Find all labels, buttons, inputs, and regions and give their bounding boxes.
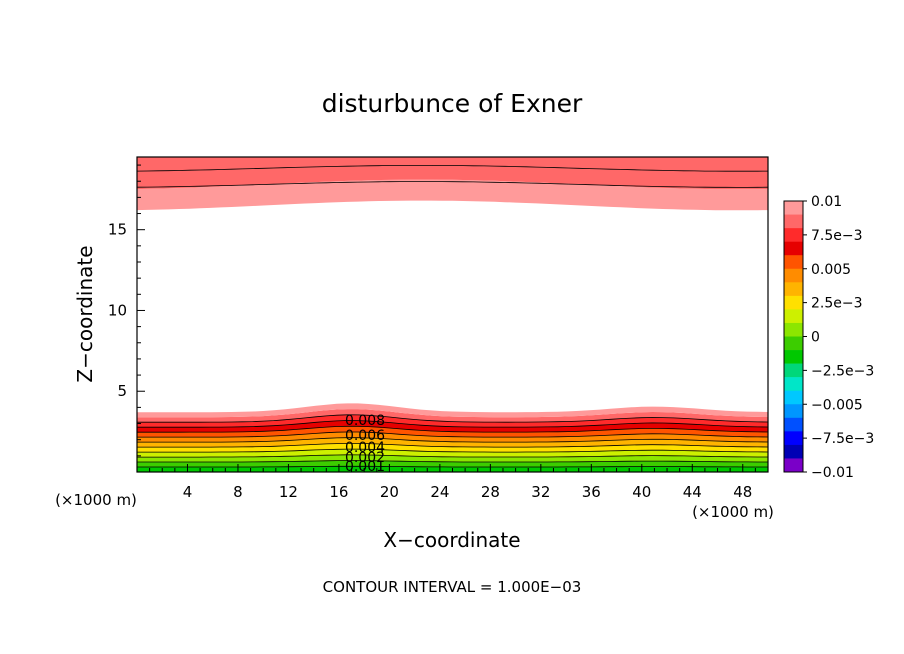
colorbar-swatch — [784, 309, 803, 324]
contour-labels: 0.008 0.006 0.004 0.002 0.001 — [345, 413, 385, 475]
colorbar-swatch — [784, 241, 803, 256]
contour-line — [137, 465, 768, 468]
x-tick-label: 32 — [531, 483, 550, 501]
contour-band — [137, 437, 768, 448]
contour-band — [137, 460, 768, 467]
contour-line — [137, 165, 768, 172]
colorbar-swatch — [784, 322, 803, 337]
colorbar-label: 0.005 — [811, 262, 851, 278]
colorbar-swatch — [784, 282, 803, 297]
colorbar-swatch — [784, 377, 803, 391]
y-tick-label: 5 — [117, 382, 127, 400]
colorbar-swatch — [784, 295, 803, 310]
colorbar-swatch — [784, 201, 803, 215]
colorbar-label: −0.005 — [811, 397, 863, 413]
colorbar-swatch — [784, 458, 803, 473]
y-tick-label: 15 — [108, 221, 127, 239]
colorbar-swatch — [784, 417, 803, 432]
x-tick-label: 12 — [279, 483, 298, 501]
x-tick-label: 36 — [582, 483, 601, 501]
contour-band — [137, 157, 768, 190]
x-tick-label: 8 — [233, 483, 243, 501]
contour-label: 0.008 — [345, 413, 385, 429]
contour-line — [137, 181, 768, 188]
colorbar-swatch — [784, 444, 803, 459]
x-tick-label: 44 — [683, 483, 702, 501]
contour-label: 0.001 — [345, 459, 385, 475]
x-tick-label: 16 — [329, 483, 348, 501]
x-tick-label: 4 — [183, 483, 193, 501]
contour-line — [137, 443, 768, 448]
colorbar-swatch — [784, 350, 803, 364]
x-tick-label: 48 — [733, 483, 752, 501]
contour-band — [137, 403, 768, 418]
chart-title: disturbunce of Exner — [322, 89, 583, 118]
contour-line — [137, 460, 768, 463]
x-axis: 4 8 12 16 20 24 28 32 36 40 44 48 — [149, 464, 756, 501]
x-tick-label: 24 — [430, 483, 449, 501]
x-axis-label: X−coordinate — [383, 528, 520, 552]
contour-line — [137, 454, 768, 458]
colorbar-swatch — [784, 214, 803, 229]
colorbar-swatch — [784, 255, 803, 270]
colorbar-label: −2.5e−3 — [811, 363, 874, 379]
contour-interval-note: CONTOUR INTERVAL = 1.000E−03 — [323, 578, 582, 596]
contour-band — [137, 179, 768, 211]
colorbar-swatch — [784, 390, 803, 405]
contour-line — [137, 448, 768, 453]
colorbar-swatch — [784, 363, 803, 378]
contour-line — [137, 431, 768, 438]
contour-line — [137, 420, 768, 428]
contour-label: 0.004 — [345, 440, 385, 456]
contour-label: 0.006 — [345, 428, 385, 444]
y-axis-label: Z−coordinate — [73, 245, 97, 382]
x-tick-label: 28 — [481, 483, 500, 501]
colorbar-label: 7.5e−3 — [811, 228, 863, 244]
colorbar: 0.01 7.5e−3 0.005 2.5e−3 0 −2.5e−3 −0.005 −7.5e… — [783, 194, 874, 481]
colorbar-label: 0 — [811, 330, 820, 346]
colorbar-label: −7.5e−3 — [811, 431, 874, 447]
colorbar-swatch — [784, 404, 803, 419]
x-unit-left: (×1000 m) — [55, 491, 137, 509]
y-tick-label: 10 — [108, 301, 127, 319]
y-axis: 5 10 15 — [108, 164, 145, 457]
contour-label: 0.002 — [345, 450, 385, 466]
colorbar-swatch — [784, 228, 803, 242]
x-tick-label: 40 — [632, 483, 651, 501]
colorbar-swatch — [784, 431, 803, 446]
x-unit-right: (×1000 m) — [692, 503, 774, 521]
contour-lines — [137, 165, 768, 468]
contour-line — [137, 437, 768, 443]
colorbar-swatch — [784, 268, 803, 283]
contour-line — [137, 414, 768, 423]
colorbar-label: 2.5e−3 — [811, 296, 863, 312]
contour-line — [137, 425, 768, 433]
colorbar-label: −0.01 — [811, 465, 854, 481]
colorbar-swatch — [784, 336, 803, 351]
x-tick-label: 20 — [380, 483, 399, 501]
colorbar-label: 0.01 — [811, 194, 842, 210]
